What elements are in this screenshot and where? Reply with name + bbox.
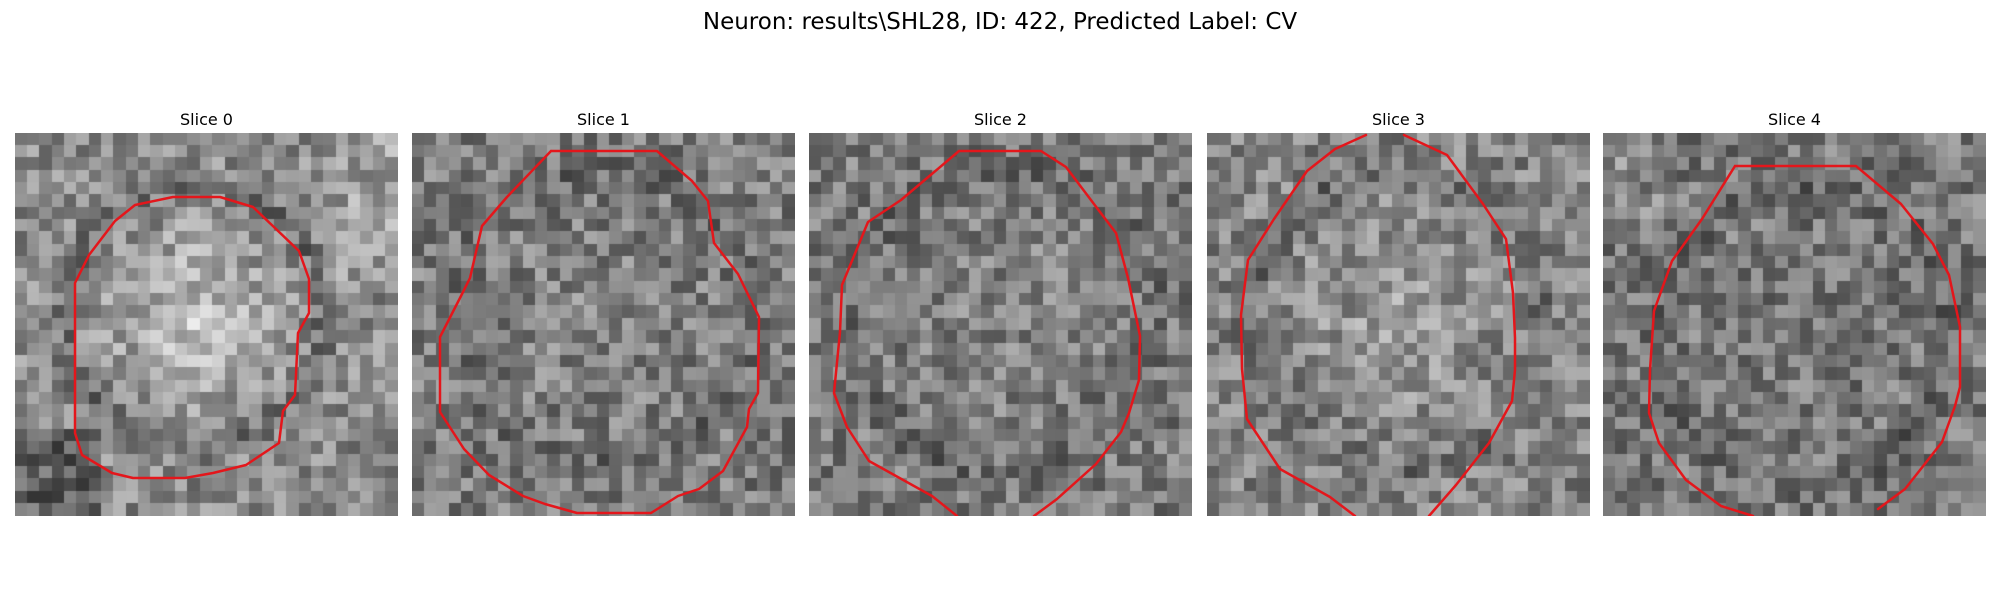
neuron-contour-line bbox=[73, 195, 311, 480]
slice-image-4 bbox=[1603, 133, 1986, 516]
contour-overlay-2 bbox=[832, 149, 1142, 516]
slice-panel-3: Slice 3 bbox=[1207, 108, 1590, 516]
neuron-contour-line bbox=[438, 149, 761, 515]
neuron-contour-line bbox=[832, 149, 1142, 516]
contour-overlay-0 bbox=[73, 195, 311, 480]
contour-overlay-3 bbox=[1239, 133, 1517, 516]
slice-panel-0: Slice 0 bbox=[15, 108, 398, 516]
slice-image-3 bbox=[1207, 133, 1590, 516]
figure-title: Neuron: results\SHL28, ID: 422, Predicte… bbox=[702, 9, 1298, 35]
grayscale-image-3 bbox=[1207, 133, 1590, 516]
grayscale-image-2 bbox=[809, 133, 1192, 516]
slice-title-0: Slice 0 bbox=[180, 110, 233, 129]
slice-title-2: Slice 2 bbox=[974, 110, 1027, 129]
contour-overlay-1 bbox=[438, 149, 761, 515]
slice-title-3: Slice 3 bbox=[1372, 110, 1425, 129]
slice-image-1 bbox=[412, 133, 795, 516]
slice-panel-4: Slice 4 bbox=[1603, 108, 1986, 516]
slice-panel-2: Slice 2 bbox=[809, 108, 1192, 516]
contour-overlay-4 bbox=[1647, 164, 1962, 516]
slice-title-1: Slice 1 bbox=[577, 110, 630, 129]
neuron-contour-line bbox=[1647, 164, 1962, 516]
slice-title-4: Slice 4 bbox=[1768, 110, 1821, 129]
slice-image-2 bbox=[809, 133, 1192, 516]
neuron-contour-line bbox=[1239, 133, 1517, 516]
slice-image-0 bbox=[15, 133, 398, 516]
grayscale-image-1 bbox=[412, 133, 795, 516]
slice-panel-1: Slice 1 bbox=[412, 108, 795, 516]
